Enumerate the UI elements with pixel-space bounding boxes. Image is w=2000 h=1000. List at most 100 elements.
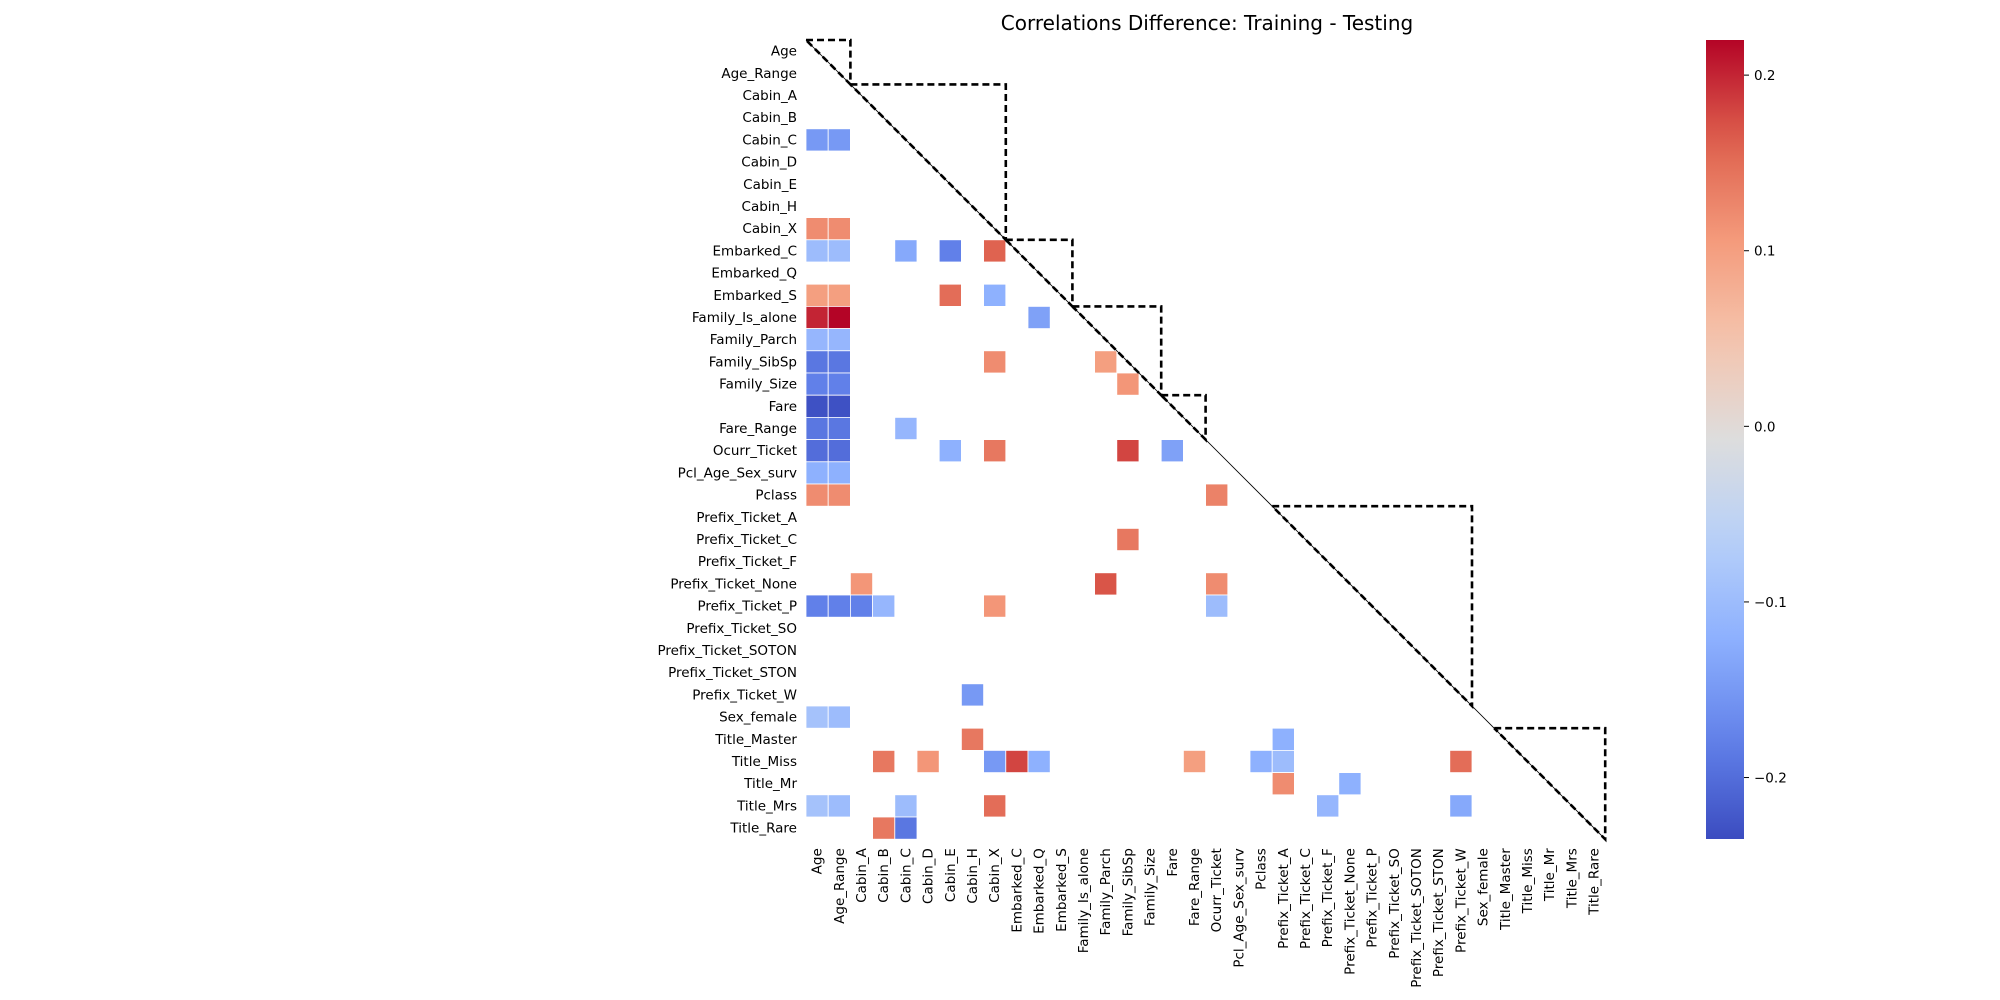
colorbar-tick-label: 0.0 — [1754, 419, 1775, 435]
heatmap-cell — [894, 416, 918, 440]
y-tick-label: Cabin_A — [742, 88, 797, 104]
y-tick-label: Prefix_Ticket_W — [692, 687, 797, 703]
x-tick-label: Sex_female — [1476, 848, 1492, 926]
x-tick-label: Cabin_A — [854, 847, 870, 902]
group-boundary — [1160, 393, 1207, 443]
y-tick-label: Cabin_D — [741, 155, 797, 171]
y-tick-label: Prefix_Ticket_F — [698, 554, 797, 570]
y-tick-label: Cabin_E — [743, 177, 797, 193]
heatmap-cell — [805, 705, 829, 729]
x-tick-label: Title_Miss — [1520, 848, 1536, 914]
chart-title: Correlations Difference: Training - Test… — [1001, 11, 1413, 35]
heatmap-cell — [827, 794, 851, 818]
x-tick-label: Title_Master — [1498, 848, 1514, 931]
heatmap-cell — [827, 439, 851, 463]
colorbar-tick-label: −0.1 — [1754, 595, 1787, 611]
x-tick-label: Pcl_Age_Sex_surv — [1231, 848, 1247, 967]
y-tick-labels: Age Age_Range Cabin_A Cabin_B Cabin_C Cabin_D… — [657, 44, 797, 837]
heatmap-cell — [805, 372, 829, 396]
group-boundaries — [805, 38, 1607, 843]
group-boundary — [1271, 504, 1474, 710]
y-tick-label: Fare_Range — [719, 421, 797, 437]
x-tick-label: Title_Rare — [1587, 848, 1603, 916]
x-tick-label: Cabin_B — [876, 848, 892, 903]
heatmap-cell — [827, 305, 851, 329]
heatmap-cell — [1271, 727, 1295, 751]
y-tick-label: Title_Rare — [729, 821, 797, 837]
heatmap-cell — [1094, 572, 1118, 596]
y-tick-label: Prefix_Ticket_STON — [668, 665, 797, 681]
y-tick-label: Title_Master — [714, 732, 797, 748]
heatmap-cell — [827, 128, 851, 152]
x-tick-label: Family_Is_alone — [1076, 848, 1092, 953]
x-tick-label: Fare_Range — [1187, 848, 1203, 926]
x-tick-label: Embarked_C — [1009, 848, 1025, 932]
x-tick-label: Cabin_D — [921, 848, 937, 904]
heatmap-cell — [805, 305, 829, 329]
heatmap-cell — [1116, 439, 1140, 463]
heatmap-cell — [1160, 439, 1184, 463]
colorbar: −0.2 −0.1 0.0 0.1 0.2 — [1706, 40, 1787, 839]
heatmap-cell — [938, 283, 962, 307]
heatmap-cell — [805, 239, 829, 263]
heatmap-cell — [1205, 483, 1229, 507]
x-tick-label: Prefix_Ticket_SOTON — [1409, 848, 1425, 988]
y-tick-label: Family_Parch — [710, 332, 797, 348]
x-tick-label: Family_SibSp — [1120, 848, 1136, 936]
heatmap-cell — [983, 594, 1007, 618]
heatmap-cell — [827, 350, 851, 374]
heatmap-cell — [827, 217, 851, 241]
heatmap-cell — [827, 594, 851, 618]
y-tick-label: Sex_female — [719, 710, 797, 726]
y-tick-label: Cabin_C — [742, 132, 797, 148]
colorbar-tick-label: −0.2 — [1754, 771, 1787, 787]
heatmap-cell — [827, 328, 851, 352]
y-tick-label: Family_Is_alone — [692, 310, 797, 326]
heatmap-cell — [916, 750, 940, 774]
x-tick-label: Fare — [1165, 848, 1181, 876]
group-boundary — [1004, 238, 1074, 310]
heatmap-cell — [1116, 528, 1140, 552]
heatmap-cell — [805, 328, 829, 352]
y-tick-label: Pclass — [755, 488, 797, 504]
heatmap-cell — [850, 572, 874, 596]
x-tick-label: Embarked_Q — [1032, 848, 1048, 934]
y-tick-label: Cabin_B — [742, 110, 797, 126]
heatmap-cell — [827, 483, 851, 507]
heatmap-cell — [983, 794, 1007, 818]
y-tick-label: Prefix_Ticket_SO — [686, 621, 797, 637]
heatmap-cell — [805, 594, 829, 618]
y-tick-label: Prefix_Ticket_None — [670, 576, 797, 592]
x-tick-label: Cabin_H — [965, 848, 981, 903]
y-tick-label: Title_Miss — [731, 754, 797, 770]
y-tick-label: Embarked_C — [713, 243, 797, 259]
group-boundary — [849, 83, 1008, 243]
x-tick-label: Cabin_X — [987, 848, 1003, 903]
heatmap-cell — [872, 816, 896, 840]
y-tick-label: Family_SibSp — [709, 354, 797, 370]
heatmap-cell — [1183, 750, 1207, 774]
colorbar-tick-label: 0.1 — [1754, 244, 1775, 260]
x-tick-label: Pclass — [1254, 848, 1270, 890]
group-boundary — [1493, 726, 1607, 843]
heatmap-cell — [983, 239, 1007, 263]
heatmap-cell — [1449, 750, 1473, 774]
x-tick-label: Age — [810, 848, 826, 874]
group-boundary — [805, 38, 852, 88]
heatmap-cell — [805, 439, 829, 463]
heatmap-cell — [961, 683, 985, 707]
heatmap-cell — [805, 416, 829, 440]
x-tick-label: Age_Range — [832, 848, 848, 924]
heatmap-cell — [827, 372, 851, 396]
heatmap-cell — [1205, 572, 1229, 596]
x-tick-label: Title_Mrs — [1564, 848, 1580, 909]
heatmap-cell — [850, 594, 874, 618]
heatmap-cell — [827, 283, 851, 307]
heatmap-cell — [872, 750, 896, 774]
heatmap-cell — [805, 350, 829, 374]
group-boundary — [1071, 305, 1163, 399]
heatmap-cell — [938, 239, 962, 263]
heatmap-cell — [1094, 350, 1118, 374]
y-tick-label: Age_Range — [721, 66, 797, 82]
heatmap-cell — [1027, 305, 1051, 329]
